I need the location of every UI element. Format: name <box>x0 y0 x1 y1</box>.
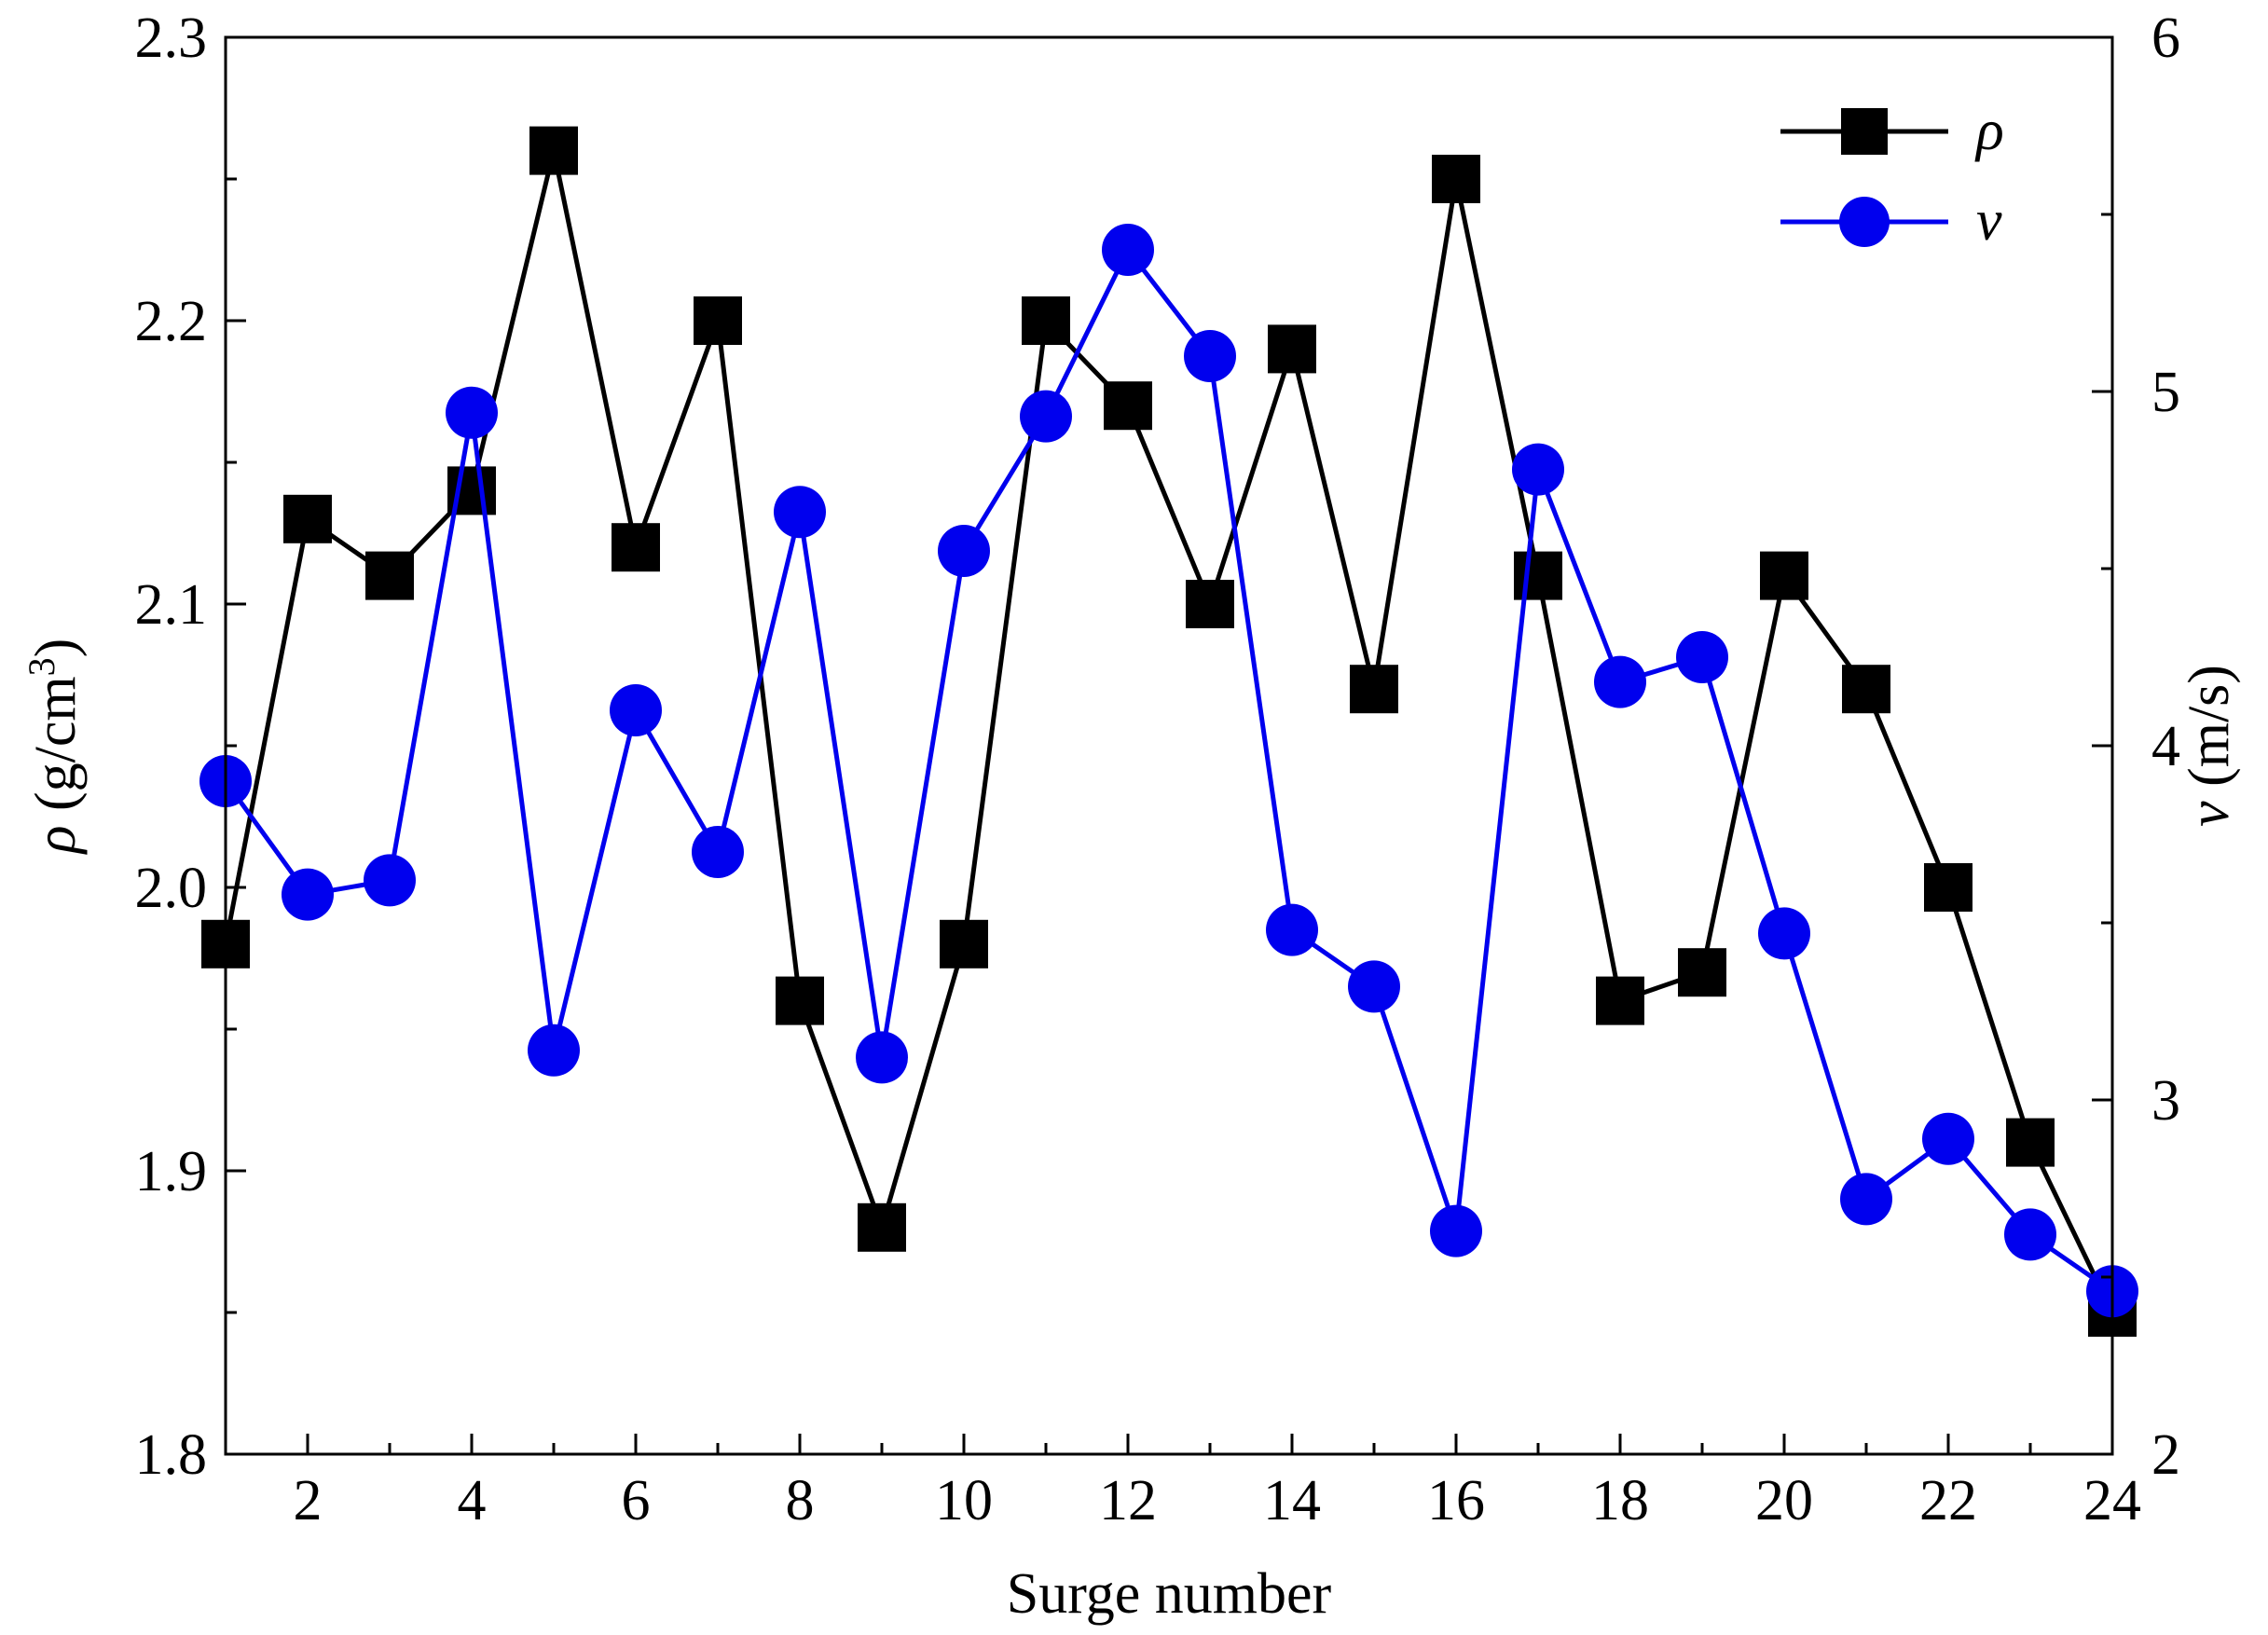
legend-v-label: v <box>1976 189 2002 253</box>
x-axis-label: Surge number <box>1007 1562 1332 1626</box>
v-point <box>610 684 662 736</box>
rho-point <box>1186 580 1234 628</box>
rho-point <box>365 551 414 600</box>
v-point <box>446 386 498 439</box>
v-point <box>1430 1204 1482 1257</box>
rho-point <box>283 494 332 543</box>
v-point <box>1266 903 1318 956</box>
v-point <box>692 826 744 878</box>
series-v-line <box>223 245 2114 1294</box>
v-point <box>2004 1208 2056 1261</box>
v-point <box>528 1024 580 1077</box>
y-left-label-sup: 3 <box>21 657 62 676</box>
v-point <box>364 854 416 907</box>
y-left-tick-label: 2.3 <box>135 7 208 70</box>
x-tick-label: 18 <box>1591 1469 1649 1532</box>
rho-point <box>1432 155 1480 203</box>
legend-rho-label: ρ <box>1974 99 2004 162</box>
rho-point <box>2006 1118 2055 1167</box>
legend-item-v: v <box>1780 189 2002 253</box>
rho-point <box>1760 551 1808 600</box>
y-left-tick-label: 2.1 <box>135 573 208 637</box>
v-point <box>1512 443 1564 496</box>
rho-point <box>1104 381 1152 431</box>
rho-point <box>776 976 824 1025</box>
y-right-label-symbol: v <box>2178 801 2241 827</box>
v-point <box>1020 390 1072 443</box>
x-tick-label: 12 <box>1099 1469 1157 1532</box>
v-point <box>1184 330 1236 382</box>
rho-point <box>1678 948 1726 997</box>
y-right-axis-label: v (m/s) <box>2178 665 2241 827</box>
x-tick-label: 22 <box>1919 1469 1977 1532</box>
legend-rho-marker <box>1841 108 1888 155</box>
y-right-tick-label: 2 <box>2151 1423 2180 1487</box>
series-layer <box>199 126 2138 1337</box>
y-left-label-text: (g/cm <box>24 676 88 825</box>
x-tick-label: 14 <box>1263 1469 1321 1532</box>
v-point <box>938 525 990 577</box>
rho-point <box>694 296 742 345</box>
rho-point <box>1596 976 1644 1025</box>
rho-point <box>1268 324 1316 374</box>
v-point <box>1922 1112 1974 1165</box>
x-tick-label: 8 <box>786 1469 815 1532</box>
y-right-tick-label: 6 <box>2151 7 2180 70</box>
legend: ρ v <box>1780 99 2004 253</box>
v-point <box>282 868 334 921</box>
y-left-tick-label: 2.2 <box>135 290 208 353</box>
x-tick-label: 4 <box>458 1469 487 1532</box>
x-tick-label: 2 <box>294 1469 323 1532</box>
plot-frame <box>224 35 2114 1456</box>
x-tick-label: 24 <box>2083 1469 2141 1532</box>
v-point <box>1758 907 1810 960</box>
legend-item-rho: ρ <box>1780 99 2004 162</box>
rho-point <box>1924 863 1972 912</box>
v-point <box>1102 224 1154 276</box>
y-left-tick-label: 1.8 <box>135 1423 208 1487</box>
y-right-tick-label: 4 <box>2151 715 2180 778</box>
rho-point <box>612 523 660 572</box>
ticks-layer: 2 4 6 8 10 12 14 16 18 20 22 241.81.92.02.12.22.323… <box>135 7 2181 1532</box>
y-right-label-text: (m/s) <box>2178 665 2241 801</box>
y-right-tick-label: 3 <box>2151 1069 2180 1133</box>
y-right-tick-label: 5 <box>2151 361 2180 424</box>
legend-v-marker <box>1839 197 1890 247</box>
rho-point <box>1842 665 1890 714</box>
x-tick-label: 6 <box>622 1469 651 1532</box>
rho-point <box>1022 296 1070 345</box>
series-v <box>199 224 2138 1318</box>
axes-layer <box>224 35 2114 1456</box>
x-tick-label: 10 <box>935 1469 993 1532</box>
v-point <box>1348 960 1400 1013</box>
rho-point <box>940 919 988 969</box>
y-left-tick-label: 1.9 <box>135 1140 208 1203</box>
v-point <box>856 1031 908 1084</box>
rho-point <box>858 1202 906 1252</box>
v-point <box>1676 631 1728 683</box>
v-point <box>1840 1173 1892 1226</box>
rho-point <box>529 126 578 175</box>
rho-point <box>1514 551 1562 600</box>
y-left-tick-label: 2.0 <box>135 857 208 920</box>
x-tick-label: 16 <box>1427 1469 1485 1532</box>
x-tick-label: 20 <box>1755 1469 1813 1532</box>
y-left-label-close: ) <box>24 639 88 658</box>
series-rho-line <box>223 150 2115 1314</box>
series-rho <box>201 126 2137 1337</box>
v-point <box>774 486 826 539</box>
y-left-label-symbol: ρ <box>24 826 88 856</box>
rho-point <box>1350 665 1398 714</box>
v-point <box>1594 655 1646 708</box>
y-left-axis-label: ρ (g/cm3) <box>21 639 89 856</box>
